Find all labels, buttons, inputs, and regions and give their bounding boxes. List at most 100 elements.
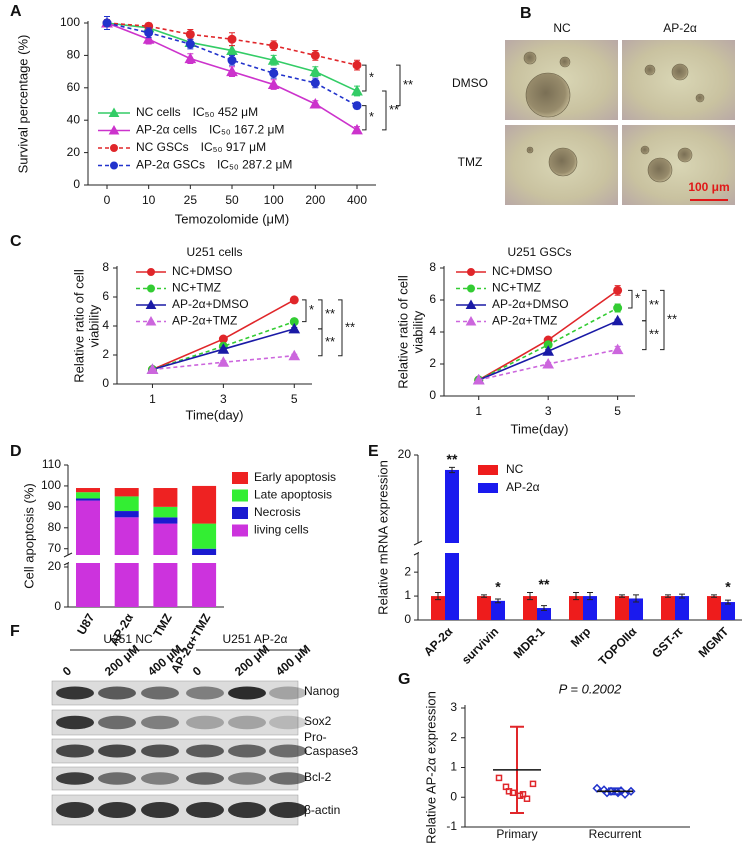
marker xyxy=(626,786,636,796)
y-axis-label: viability xyxy=(410,310,425,353)
panel-label: D xyxy=(10,443,22,460)
significance-label: ** xyxy=(345,319,355,334)
blot-band xyxy=(98,744,136,758)
axis-break xyxy=(413,540,423,546)
x-tick-label: Primary xyxy=(496,827,537,841)
significance-label: * xyxy=(369,70,374,85)
x-tick-label: 3 xyxy=(220,392,227,406)
marker xyxy=(227,55,237,65)
significance-label: * xyxy=(369,109,374,124)
y-tick-label: 20 xyxy=(67,145,81,159)
legend-label: NC+DMSO xyxy=(492,264,552,278)
marker xyxy=(288,349,301,361)
spheroid xyxy=(644,64,656,76)
significance-label: ** xyxy=(325,334,335,349)
marker xyxy=(465,299,477,309)
legend-swatch xyxy=(478,483,498,493)
blot-band xyxy=(269,802,307,818)
significance-label: ** xyxy=(649,327,659,342)
marker xyxy=(309,65,322,77)
blot-band xyxy=(141,802,179,818)
significance-bracket xyxy=(628,289,633,309)
significance-label: ** xyxy=(325,306,335,321)
blot-band xyxy=(228,686,266,700)
error-bar xyxy=(711,594,717,598)
blot-band xyxy=(269,772,307,785)
marker xyxy=(611,314,624,326)
significance-bracket xyxy=(362,105,367,131)
marker xyxy=(352,101,362,111)
y-tick-label: 70 xyxy=(48,541,62,555)
bar-segment xyxy=(114,511,139,518)
spheroid xyxy=(695,93,705,103)
y-tick-label: 0 xyxy=(404,612,411,626)
legend-label: NC+TMZ xyxy=(172,281,221,295)
significance-label: ** xyxy=(403,77,413,92)
blot-band xyxy=(186,686,224,700)
marker xyxy=(542,357,555,369)
marker xyxy=(110,144,118,152)
bar-segment xyxy=(153,488,178,507)
blot-band xyxy=(228,744,266,758)
row-label: TMZ xyxy=(458,155,483,169)
marker xyxy=(351,123,363,135)
blot-band xyxy=(56,744,94,758)
y-tick-label: 0 xyxy=(102,376,109,390)
marker xyxy=(142,33,155,44)
blot-band xyxy=(141,686,179,700)
marker xyxy=(145,299,157,309)
y-axis-label: Relative mRNA expression xyxy=(375,460,390,615)
error-bar xyxy=(495,598,501,604)
blot-band xyxy=(186,772,224,785)
y-tick-label: 90 xyxy=(48,499,62,513)
bar-segment xyxy=(76,488,100,493)
bar-segment xyxy=(192,548,217,555)
y-axis-label: viability xyxy=(86,304,101,347)
marker xyxy=(227,34,237,44)
blot-band xyxy=(186,802,224,818)
legend-label: AP-2α cells xyxy=(136,123,197,137)
blot-band xyxy=(228,772,266,785)
y-tick-label: 2 xyxy=(450,730,457,744)
significance-bracket xyxy=(660,289,665,351)
bar-segment xyxy=(192,523,217,549)
marker xyxy=(185,39,195,49)
legend-label: AP-2α GSCs xyxy=(136,158,205,172)
marker xyxy=(467,268,475,276)
marker xyxy=(269,41,279,51)
bar xyxy=(675,596,689,620)
blot-band xyxy=(186,744,224,758)
chart-title: U251 cells xyxy=(186,245,242,259)
significance-bracket xyxy=(642,320,647,351)
spheroid xyxy=(671,63,689,81)
x-tick-label: 400 xyxy=(347,193,367,207)
bar xyxy=(477,596,491,620)
bar-segment xyxy=(76,498,100,501)
significance-bracket xyxy=(318,328,323,357)
marker xyxy=(352,60,362,70)
bar-segment xyxy=(153,523,178,607)
blot-band xyxy=(141,715,179,730)
x-tick-label: 0 xyxy=(104,193,111,207)
bar xyxy=(537,608,551,620)
bar-segment xyxy=(153,517,178,524)
error-bar xyxy=(665,594,671,598)
legend-label: AP-2α+DMSO xyxy=(492,297,569,311)
marker xyxy=(519,791,527,798)
bar-segment xyxy=(76,500,100,607)
error-bar xyxy=(619,594,625,598)
blot-band xyxy=(141,772,179,785)
significance-bracket xyxy=(362,64,367,92)
marker xyxy=(217,356,230,367)
significance-label: ** xyxy=(389,102,399,117)
x-tick-label: 100 xyxy=(264,193,284,207)
panel-label: E xyxy=(368,443,379,460)
marker xyxy=(613,303,623,313)
y-tick-label: 0 xyxy=(450,789,457,803)
error-bar xyxy=(679,593,685,599)
axis-gap xyxy=(69,555,225,563)
bar xyxy=(629,598,643,620)
error-bar xyxy=(587,591,593,601)
significance-label: * xyxy=(309,302,314,317)
